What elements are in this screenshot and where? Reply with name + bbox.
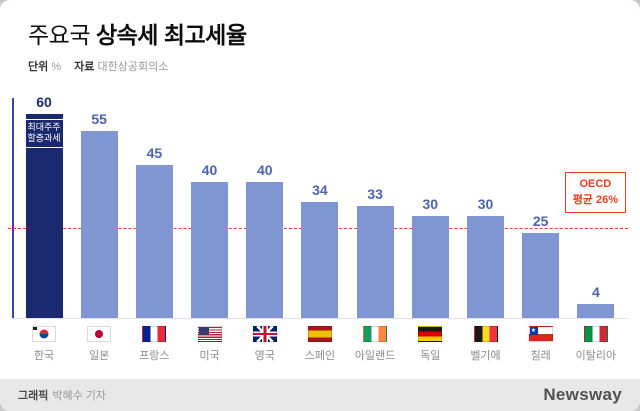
bar — [356, 206, 394, 318]
country-label: 아일랜드 — [354, 350, 396, 362]
flag-cell — [22, 326, 66, 342]
flag-cell — [464, 326, 508, 342]
title-prefix: 주요국 — [28, 22, 90, 48]
bar — [246, 182, 284, 318]
jp-flag-icon — [87, 326, 112, 342]
kr-flag-icon — [32, 326, 56, 342]
bar-column: 25 — [519, 213, 563, 318]
country-label: 한국 — [33, 350, 55, 362]
bar-column: 55 — [77, 111, 121, 318]
chart-meta: 단위 % 자료 대한상공회의소 — [28, 58, 178, 74]
source-group: 자료 대한상공회의소 — [74, 61, 168, 73]
cl-flag-icon — [528, 326, 553, 342]
bar-value-label: 25 — [532, 213, 549, 229]
bar — [577, 304, 615, 318]
highlight-note-line: 할증과세 — [27, 133, 61, 144]
bar: 최대주주 할증과세 — [23, 114, 65, 318]
it-flag-icon — [583, 326, 608, 342]
oecd-label-line: OECD — [579, 178, 612, 191]
footer-bar: 그래픽 박혜수 기자 Newsway — [0, 379, 640, 411]
us-flag-icon — [197, 326, 222, 342]
bar-column: 30 — [464, 196, 508, 318]
country-label: 스페인 — [304, 350, 336, 362]
flag-cell — [243, 326, 287, 342]
unit-value: % — [51, 61, 62, 73]
country-label: 이탈리아 — [575, 350, 617, 362]
bar-column: 4 — [574, 284, 618, 318]
flag-cell — [519, 326, 563, 342]
highlight-note: 최대주주 할증과세 — [23, 119, 65, 148]
bar-value-label: 45 — [146, 145, 163, 161]
bar-column: 40 — [188, 162, 232, 318]
bar — [80, 131, 118, 318]
bar — [301, 202, 339, 318]
oecd-label-line: 평균 26% — [572, 193, 618, 206]
country-label: 영국 — [254, 350, 275, 362]
flag-cell — [353, 326, 397, 342]
bar-columns: 60 최대주주 할증과세 55 45 40 40 34 33 30 30 25 4 — [22, 94, 618, 318]
bar — [411, 216, 449, 318]
bar-column: 45 — [132, 145, 176, 318]
source-label: 자료 — [74, 61, 95, 73]
country-label: 일본 — [89, 350, 110, 362]
bar — [522, 233, 560, 318]
bar-value-label: 4 — [591, 284, 600, 300]
flag-cell — [298, 326, 342, 342]
bar-column: 60 최대주주 할증과세 — [22, 94, 66, 318]
country-label: 미국 — [199, 350, 220, 362]
bar-column: 34 — [298, 182, 342, 318]
bar-value-label: 30 — [477, 196, 494, 212]
bar — [191, 182, 229, 318]
country-label: 칠레 — [530, 350, 551, 362]
country-label: 독일 — [420, 350, 441, 362]
bar-chart: OECD 평균 26% 60 최대주주 할증과세 55 45 40 40 34 33 30 30 25 4 — [8, 94, 628, 319]
es-flag-icon — [307, 326, 332, 342]
flag-cell — [574, 326, 618, 342]
flag-cell — [77, 326, 121, 342]
newsway-logo: Newsway — [543, 385, 622, 404]
flag-cell — [188, 326, 232, 342]
flags-row — [22, 326, 618, 342]
credit-value: 박혜수 기자 — [52, 390, 107, 402]
bar — [135, 165, 173, 318]
bar-value-label: 34 — [312, 182, 328, 198]
graphic-credit: 그래픽 박혜수 기자 — [18, 387, 106, 403]
title-emphasis: 상속세 최고세율 — [95, 22, 247, 48]
flag-cell — [408, 326, 452, 342]
country-names-row: 한국 일본 프랑스 미국 영국 스페인 아일랜드 독일 벨기에 칠레 이탈리아 — [22, 347, 618, 363]
x-axis-baseline — [12, 318, 628, 319]
country-label: 프랑스 — [139, 350, 170, 362]
gb-flag-icon — [252, 326, 277, 342]
flag-cell — [132, 326, 176, 342]
country-label: 벨기에 — [470, 350, 501, 362]
unit-label: 단위 — [28, 61, 49, 73]
bar-column: 40 — [243, 162, 287, 318]
source-value: 대한상공회의소 — [97, 61, 169, 73]
highlight-note-line: 최대주주 — [27, 122, 61, 132]
ie-flag-icon — [363, 326, 388, 342]
credit-label: 그래픽 — [18, 390, 49, 402]
bar-column: 33 — [353, 186, 397, 318]
fr-flag-icon — [142, 326, 167, 342]
oecd-average-label: OECD 평균 26% — [564, 172, 626, 213]
bar-value-label: 33 — [367, 186, 383, 202]
bar-value-label: 30 — [422, 196, 439, 212]
bar-column: 30 — [408, 196, 452, 318]
be-flag-icon — [473, 326, 498, 342]
page-title: 주요국 상속세 최고세율 — [28, 16, 247, 50]
bar-value-label: 60 — [36, 94, 52, 110]
bar-value-label: 40 — [256, 162, 273, 178]
y-axis-line — [12, 98, 14, 318]
bar-value-label: 40 — [201, 162, 218, 178]
bar — [467, 216, 504, 318]
bar-value-label: 55 — [91, 111, 107, 127]
unit-group: 단위 % — [28, 61, 61, 73]
de-flag-icon — [418, 326, 443, 342]
